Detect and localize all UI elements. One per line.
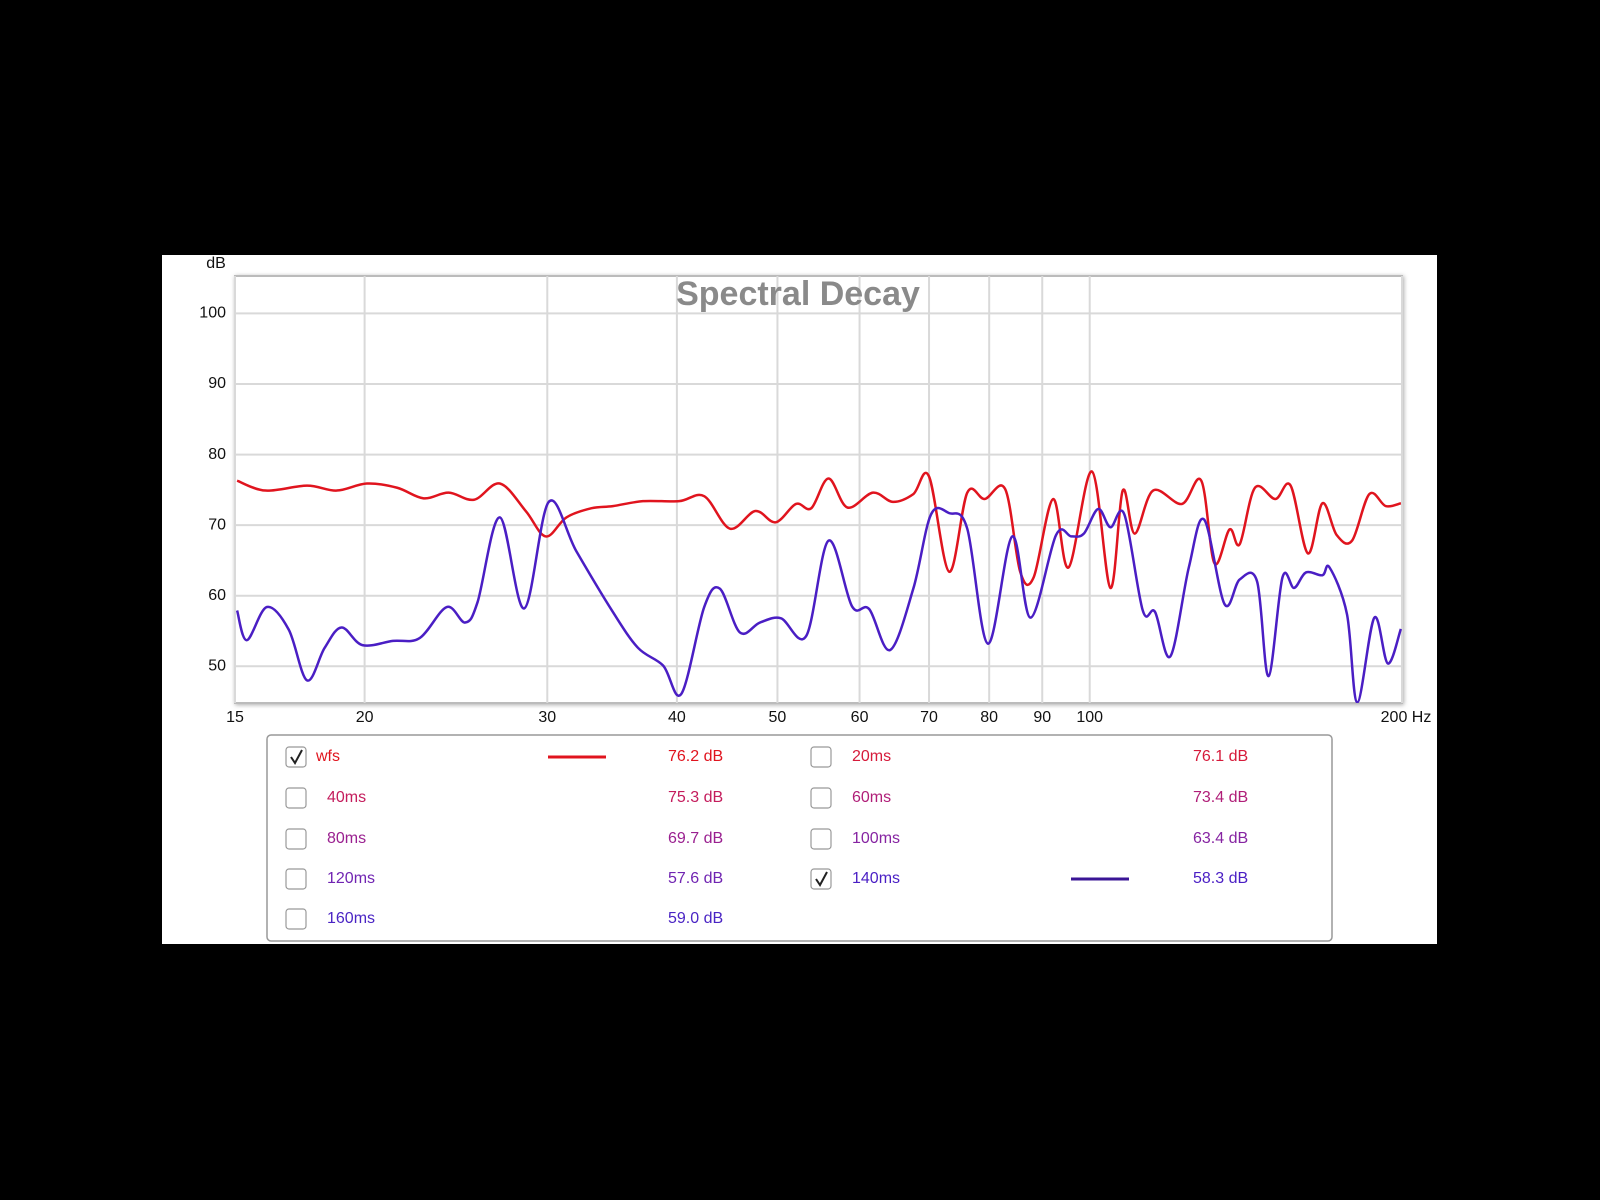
grid <box>234 276 1403 703</box>
legend-reading: 63.4 dB <box>1193 830 1248 847</box>
legend-items: wfs 76.2 dB 20ms 76.1 dB 40ms 75.3 dB 60ms 73.4… <box>285 746 1248 930</box>
checkmark <box>290 749 303 765</box>
legend-item: wfs 76.2 dB <box>285 746 723 768</box>
y-tick-label: 80 <box>208 446 226 463</box>
y-tick-label: 90 <box>208 375 226 392</box>
legend-checkbox[interactable] <box>285 908 307 930</box>
legend-checkbox[interactable] <box>810 868 832 890</box>
chart-title: Spectral Decay <box>676 275 920 313</box>
plot-area <box>234 275 1403 704</box>
legend <box>266 734 1333 942</box>
x-tick-label: 15 <box>226 709 244 726</box>
legend-label: 160ms <box>327 910 375 927</box>
legend-checkbox[interactable] <box>285 868 307 890</box>
legend-checkbox[interactable] <box>285 787 307 809</box>
legend-checkbox[interactable] <box>810 828 832 850</box>
legend-label: 40ms <box>327 789 366 806</box>
legend-reading: 76.2 dB <box>668 748 723 765</box>
y-axis-label: dB <box>206 255 226 272</box>
legend-reading: 73.4 dB <box>1193 789 1248 806</box>
legend-item: 80ms 69.7 dB <box>285 828 723 850</box>
y-tick-label: 70 <box>208 516 226 533</box>
x-tick-label: 80 <box>980 709 998 726</box>
lines <box>235 470 1402 703</box>
series-line <box>235 499 1402 703</box>
y-tick-label: 60 <box>208 587 226 604</box>
legend-label: 100ms <box>852 830 900 847</box>
x-tick-label: 20 <box>356 709 374 726</box>
legend-checkbox[interactable] <box>810 787 832 809</box>
legend-checkbox[interactable] <box>285 828 307 850</box>
legend-checkbox[interactable] <box>285 746 307 768</box>
legend-checkbox[interactable] <box>810 746 832 768</box>
legend-reading: 58.3 dB <box>1193 870 1248 887</box>
legend-label: 120ms <box>327 870 375 887</box>
legend-item: 20ms 76.1 dB <box>810 746 1248 768</box>
legend-label: 60ms <box>852 789 891 806</box>
x-tick-label: 40 <box>668 709 686 726</box>
x-tick-label: 90 <box>1033 709 1051 726</box>
legend-item: 120ms 57.6 dB <box>285 868 723 890</box>
legend-reading: 59.0 dB <box>668 910 723 927</box>
legend-label: 20ms <box>852 748 891 765</box>
x-tick-label: 50 <box>769 709 787 726</box>
series-line <box>236 470 1402 590</box>
legend-label: 80ms <box>327 830 366 847</box>
y-tick-label: 50 <box>208 658 226 675</box>
x-tick-label: 30 <box>538 709 556 726</box>
legend-label: 140ms <box>852 870 900 887</box>
x-tick-label: 100 <box>1076 709 1103 726</box>
checkmark <box>815 871 828 887</box>
legend-reading: 75.3 dB <box>668 789 723 806</box>
legend-item: 160ms 59.0 dB <box>285 908 723 930</box>
legend-item: 60ms 73.4 dB <box>810 787 1248 809</box>
legend-item: 100ms 63.4 dB <box>810 828 1248 850</box>
legend-item: 40ms 75.3 dB <box>285 787 723 809</box>
x-tick-label: 200 Hz <box>1381 709 1432 726</box>
legend-reading: 57.6 dB <box>668 870 723 887</box>
legend-item: 140ms 58.3 dB <box>810 868 1248 890</box>
y-tick-label: 100 <box>199 305 226 322</box>
x-tick-label: 60 <box>851 709 869 726</box>
legend-reading: 69.7 dB <box>668 830 723 847</box>
x-tick-label: 70 <box>920 709 938 726</box>
legend-label: wfs <box>315 748 340 765</box>
legend-reading: 76.1 dB <box>1193 748 1248 765</box>
